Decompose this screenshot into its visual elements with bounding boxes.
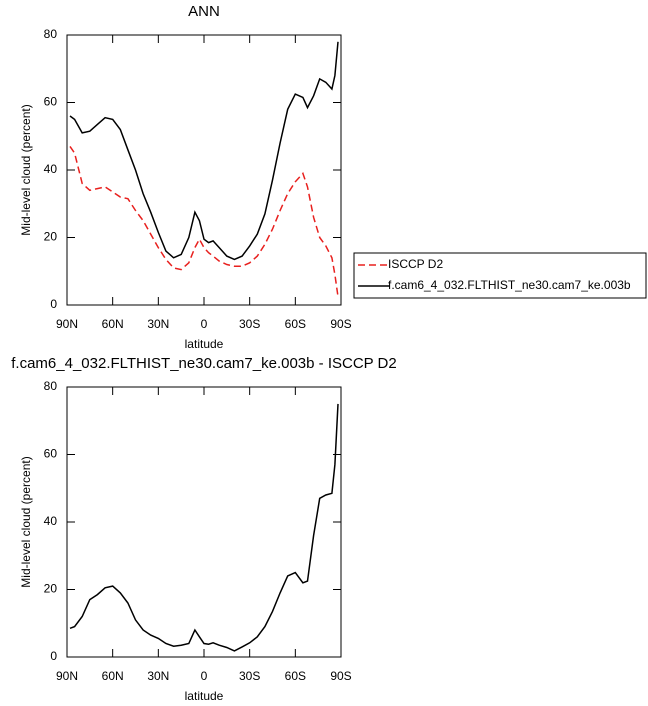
data-line [69,41,339,261]
x-tick-label: 0 [201,317,208,331]
x-tick-label: 0 [201,669,208,683]
y-tick-label: 80 [44,379,58,393]
x-tick-label: 90N [56,317,78,331]
x-tick-label: 30N [147,317,169,331]
x-tick-label: 90S [330,317,351,331]
y-tick-label: 20 [44,230,58,244]
x-tick-label: 90N [56,669,78,683]
x-tick-label: 30N [147,669,169,683]
chart-title: f.cam6_4_032.FLTHIST_ne30.cam7_ke.003b -… [11,355,396,372]
y-tick-label: 80 [44,27,58,41]
x-tick-label: 60S [285,669,306,683]
plot-frame [66,386,342,658]
x-tick-label: 90S [330,669,351,683]
y-axis-label: Mid-level cloud (percent) [19,104,33,235]
legend-label: f.cam6_4_032.FLTHIST_ne30.cam7_ke.003b [388,278,631,292]
y-tick-label: 0 [50,297,57,311]
y-tick-label: 20 [44,582,58,596]
legend-label: ISCCP D2 [388,257,443,271]
x-tick-label: 60N [102,669,124,683]
x-axis-label: latitude [185,337,224,351]
chart-title: ANN [188,3,220,20]
x-tick-label: 30S [239,317,260,331]
legend-box [353,252,647,299]
x-tick-label: 60S [285,317,306,331]
y-tick-label: 40 [44,162,58,176]
plot-frame [66,34,342,306]
y-tick-label: 40 [44,514,58,528]
data-line [69,403,339,652]
x-axis-label: latitude [185,689,224,703]
x-tick-label: 60N [102,317,124,331]
x-tick-label: 30S [239,669,260,683]
y-tick-label: 60 [44,95,58,109]
data-line [69,145,339,297]
y-tick-label: 60 [44,447,58,461]
y-axis-label: Mid-level cloud (percent) [19,456,33,587]
y-tick-label: 0 [50,649,57,663]
